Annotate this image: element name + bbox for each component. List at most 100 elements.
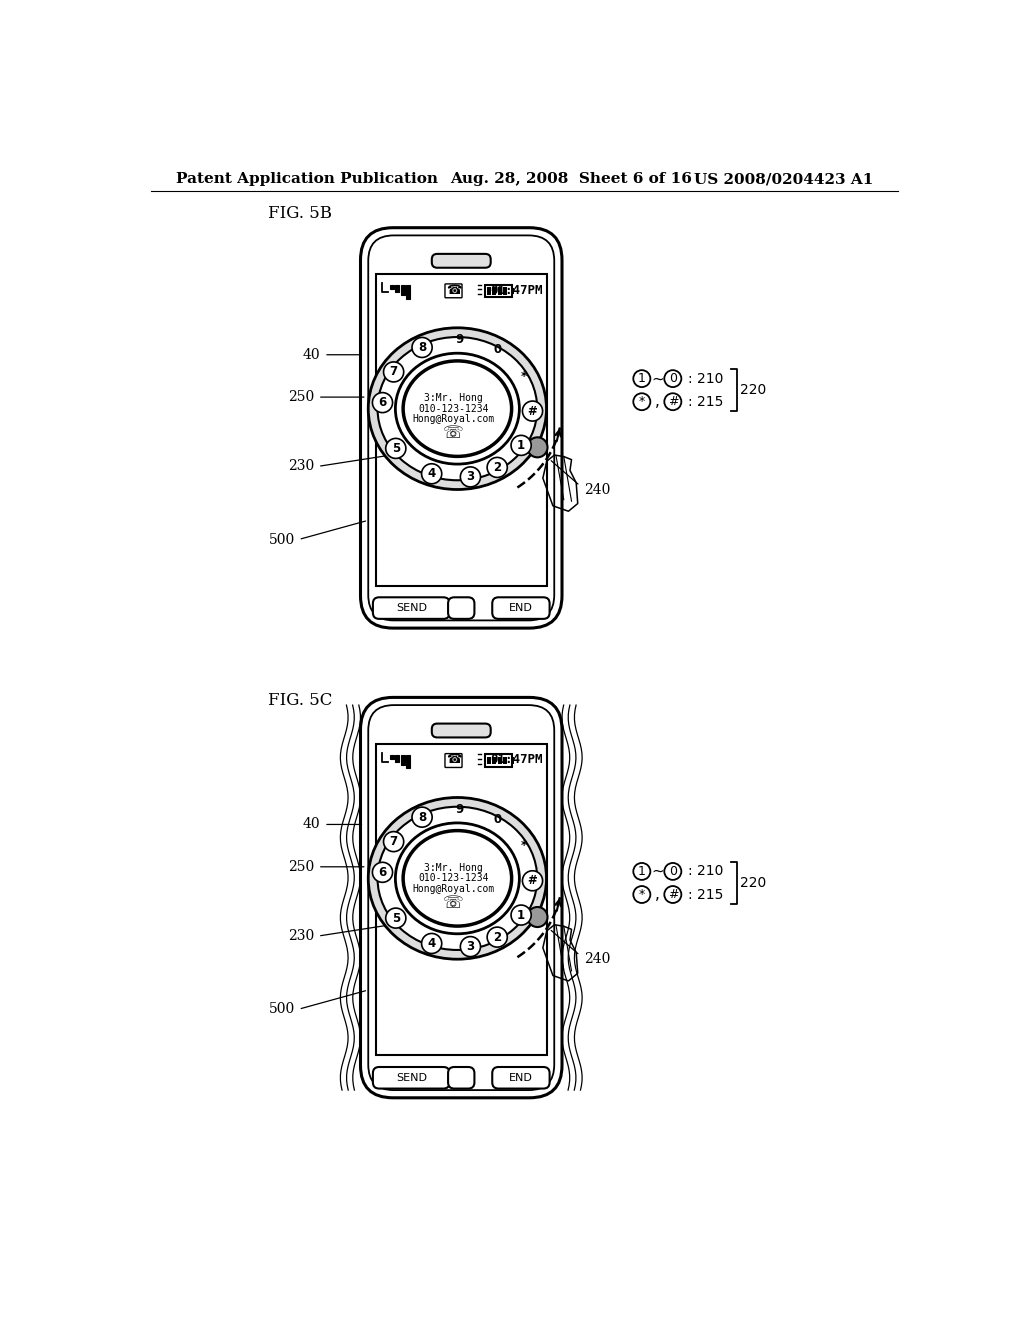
Text: 240: 240 [584,952,610,966]
FancyBboxPatch shape [445,754,462,767]
Circle shape [522,871,543,891]
Text: FIG. 5B: FIG. 5B [267,206,332,222]
Text: : 210: : 210 [688,372,724,385]
Ellipse shape [369,797,547,960]
Ellipse shape [378,807,538,950]
Text: 5: 5 [391,442,400,455]
Text: #: # [668,395,678,408]
Bar [493,286,496,294]
Text: 5: 5 [391,912,400,924]
Circle shape [412,807,432,828]
Bar [498,756,502,764]
Circle shape [487,927,507,948]
Circle shape [665,370,681,387]
Circle shape [373,862,392,882]
Circle shape [633,370,650,387]
Ellipse shape [378,337,538,480]
Circle shape [633,863,650,880]
Text: ~: ~ [651,863,664,879]
Text: END: END [509,1073,532,1082]
Bar [484,285,512,297]
Text: Hong@Royal.com: Hong@Royal.com [413,884,495,894]
FancyBboxPatch shape [360,227,562,628]
Ellipse shape [395,822,519,933]
FancyBboxPatch shape [369,235,554,620]
Text: 3:Mr. Hong: 3:Mr. Hong [424,862,483,873]
Text: 500: 500 [268,532,295,546]
Circle shape [461,937,480,957]
Text: 6: 6 [378,396,387,409]
Circle shape [461,467,480,487]
Bar [407,285,410,298]
Text: 2: 2 [494,931,502,944]
Text: : 215: : 215 [688,887,724,902]
Circle shape [665,393,681,411]
Text: ☎: ☎ [445,754,462,767]
Text: ☏: ☏ [443,424,464,442]
Text: 6: 6 [378,866,387,879]
Text: 010-123-1234: 010-123-1234 [418,404,488,413]
Text: 250: 250 [288,859,314,874]
Circle shape [487,458,507,478]
Text: 0: 0 [669,372,677,385]
Circle shape [633,886,650,903]
Bar [376,743,547,1056]
Text: Patent Application Publication: Patent Application Publication [176,172,438,186]
Bar [390,755,394,759]
Text: 010-123-1234: 010-123-1234 [418,874,488,883]
Text: 9: 9 [456,333,464,346]
FancyBboxPatch shape [432,723,490,738]
Bar [498,286,502,294]
Circle shape [422,463,441,484]
Text: 4: 4 [428,937,436,950]
Text: 40: 40 [302,347,321,362]
Text: 9: 9 [456,803,464,816]
FancyBboxPatch shape [432,253,490,268]
Circle shape [511,906,531,925]
Text: Hong@Royal.com: Hong@Royal.com [413,414,495,425]
Text: 3: 3 [466,470,474,483]
FancyBboxPatch shape [445,284,462,298]
Text: *: * [520,840,527,853]
Bar [395,755,399,762]
Text: 4: 4 [428,467,436,480]
Text: *: * [639,395,645,408]
FancyBboxPatch shape [449,598,474,619]
Circle shape [422,933,441,953]
Text: 01:47PM: 01:47PM [490,284,543,297]
Bar [390,285,394,289]
FancyBboxPatch shape [493,598,550,619]
Text: 40: 40 [302,817,321,832]
Text: *: * [520,370,527,383]
Text: 240: 240 [584,483,610,496]
Text: US 2008/0204423 A1: US 2008/0204423 A1 [694,172,873,186]
Bar [407,755,410,768]
Bar [512,288,514,294]
FancyBboxPatch shape [373,598,450,619]
Circle shape [633,393,650,411]
Bar [503,286,507,294]
Text: 0: 0 [494,813,502,826]
Text: 500: 500 [268,1002,295,1016]
Circle shape [384,832,403,851]
Circle shape [373,392,392,413]
Text: 1: 1 [517,908,525,921]
Text: 250: 250 [288,391,314,404]
Text: #: # [527,404,538,417]
Bar [400,755,404,766]
Text: 7: 7 [389,836,397,849]
Circle shape [665,863,681,880]
Text: 1: 1 [638,372,646,385]
Circle shape [527,907,548,927]
Text: : 215: : 215 [688,395,724,409]
Bar [486,286,490,294]
Text: 8: 8 [418,810,426,824]
Bar [512,758,514,763]
Text: ☎: ☎ [445,284,462,297]
Text: *: * [639,888,645,902]
Circle shape [412,338,432,358]
Text: 3: 3 [466,940,474,953]
Text: ,: , [655,395,659,409]
Bar [503,756,507,764]
Text: 1: 1 [638,865,646,878]
